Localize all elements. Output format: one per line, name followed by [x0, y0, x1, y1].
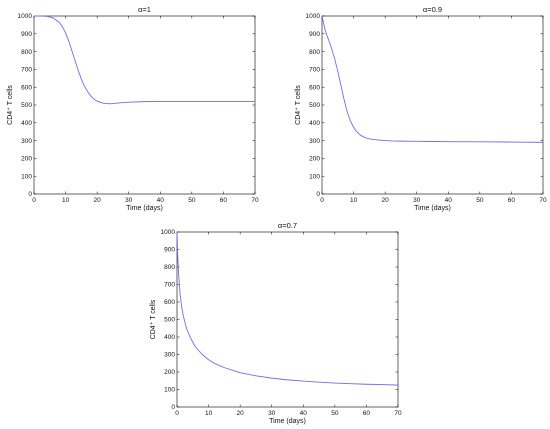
- x-tick-label: 60: [508, 197, 516, 204]
- y-tick-label: 500: [164, 317, 175, 324]
- x-tick-label: 50: [331, 410, 339, 417]
- x-tick-label: 40: [300, 410, 308, 417]
- x-tick-label: 20: [94, 197, 102, 204]
- y-tick-label: 900: [164, 247, 175, 254]
- chart-title-alpha-0-9: α=0.9: [423, 5, 442, 14]
- y-tick-label: 900: [309, 31, 320, 38]
- y-tick-label: 600: [164, 299, 175, 306]
- x-tick-label: 0: [320, 197, 324, 204]
- y-tick-label: 800: [21, 49, 32, 56]
- x-tick-label: 30: [413, 197, 421, 204]
- x-tick-label: 40: [445, 197, 453, 204]
- y-tick-label: 900: [21, 31, 32, 38]
- x-tick-label: 20: [382, 197, 390, 204]
- y-tick-label: 700: [164, 282, 175, 289]
- y-tick-label: 700: [21, 67, 32, 74]
- y-axis-label: CD4⁺ T cells: [149, 299, 157, 339]
- series-line-cd4-alpha-1: [34, 15, 255, 105]
- x-tick-label: 30: [268, 410, 276, 417]
- y-tick-label: 1000: [306, 13, 321, 20]
- y-tick-label: 800: [309, 49, 320, 56]
- chart-title-alpha-0-7: α=0.7: [278, 221, 297, 230]
- x-axis-label: Time (days): [414, 205, 451, 212]
- y-tick-label: 300: [309, 138, 320, 145]
- chart-panel-alpha-0-9: 0 10 20 30 40 50 60 700100200300400500600700800…: [294, 5, 547, 212]
- y-tick-label: 1000: [161, 229, 176, 236]
- x-tick-label: 0: [32, 197, 36, 204]
- x-tick-label: 40: [157, 197, 165, 204]
- x-tick-label: 50: [188, 197, 196, 204]
- x-tick-label: 10: [350, 197, 358, 204]
- x-tick-label: 70: [539, 197, 547, 204]
- x-tick-label: 60: [220, 197, 228, 204]
- y-tick-label: 700: [309, 67, 320, 74]
- y-tick-label: 400: [309, 120, 320, 127]
- x-tick-label: 0: [175, 410, 179, 417]
- y-axis-label: CD4⁺ T cells: [6, 85, 14, 125]
- y-tick-label: 200: [164, 369, 175, 376]
- y-tick-label: 600: [309, 84, 320, 91]
- series-line-cd4-alpha-0-9: [321, 15, 544, 143]
- y-tick-label: 500: [21, 102, 32, 109]
- x-tick-label: 70: [251, 197, 259, 204]
- y-tick-label: 0: [28, 191, 32, 198]
- y-axis-label: CD4⁺ T cells: [294, 85, 302, 125]
- y-tick-label: 200: [21, 156, 32, 163]
- y-tick-label: 500: [309, 102, 320, 109]
- axes-frame: [321, 15, 544, 195]
- y-tick-label: 100: [21, 173, 32, 180]
- x-tick-label: 20: [237, 410, 245, 417]
- x-tick-label: 10: [62, 197, 70, 204]
- axes-frame: [33, 15, 256, 195]
- y-tick-label: 0: [316, 191, 320, 198]
- series-line-cd4-alpha-0-7: [176, 231, 399, 386]
- y-tick-label: 0: [171, 404, 175, 411]
- y-tick-label: 300: [164, 352, 175, 359]
- x-tick-label: 10: [205, 410, 213, 417]
- y-tick-label: 100: [164, 387, 175, 394]
- y-tick-label: 100: [309, 173, 320, 180]
- x-tick-label: 30: [125, 197, 133, 204]
- y-tick-label: 1000: [18, 13, 33, 20]
- y-tick-label: 300: [21, 138, 32, 145]
- y-tick-label: 400: [164, 334, 175, 341]
- x-tick-label: 50: [476, 197, 484, 204]
- x-axis-label: Time (days): [269, 418, 306, 425]
- y-tick-label: 600: [21, 84, 32, 91]
- chart-panel-alpha-1: 0 10 20 30 40 50 60 700100200300400500600700800…: [6, 5, 259, 212]
- x-tick-label: 70: [394, 410, 402, 417]
- y-tick-label: 400: [21, 120, 32, 127]
- chart-panel-alpha-0-7: 0 10 20 30 40 50 60 700100200300400500600700800…: [149, 221, 402, 425]
- axes-frame: [176, 231, 399, 408]
- y-tick-label: 800: [164, 264, 175, 271]
- x-axis-label: Time (days): [126, 205, 163, 212]
- y-tick-label: 200: [309, 156, 320, 163]
- x-tick-label: 60: [363, 410, 371, 417]
- chart-title-alpha-1: α=1: [138, 5, 151, 14]
